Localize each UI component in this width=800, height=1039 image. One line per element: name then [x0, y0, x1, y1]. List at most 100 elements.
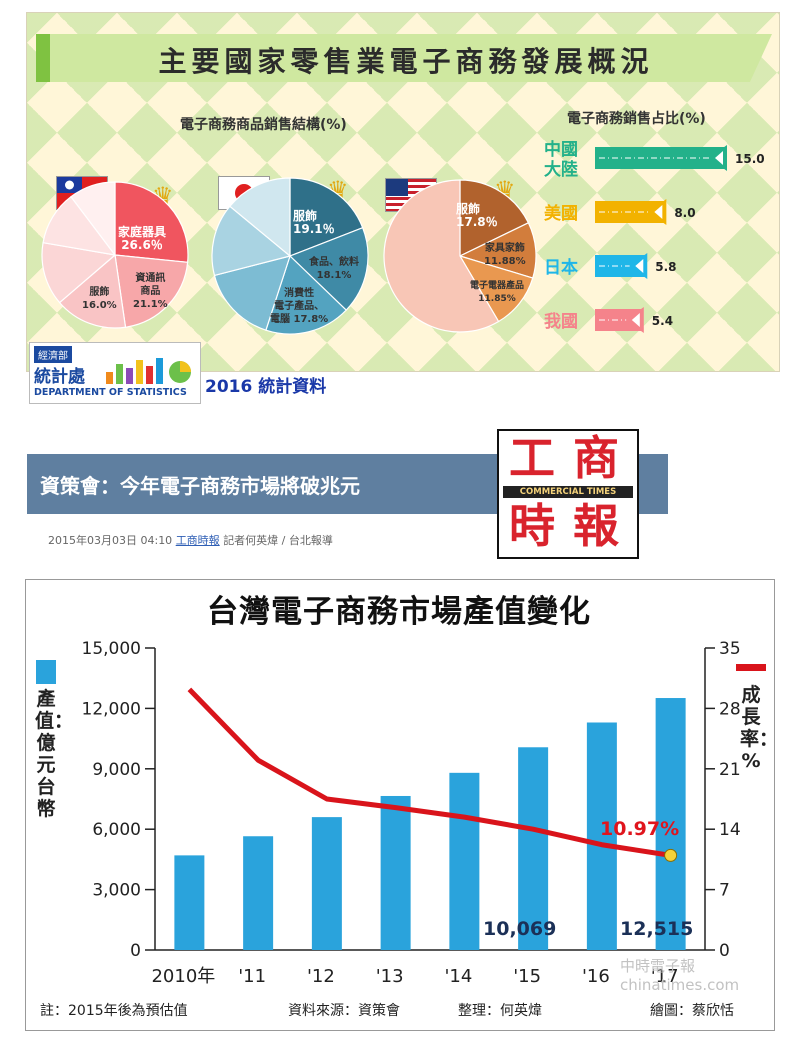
slice-label: 食品、飲料 — [309, 257, 359, 268]
article-source-link[interactable]: 工商時報 — [175, 534, 220, 547]
pie-slice — [265, 254, 348, 335]
pie-label: 食品、飲料 18.1% — [309, 256, 359, 282]
slice-value: 17.8% — [293, 314, 329, 325]
rate-callout: 10.97% — [600, 818, 680, 840]
pie-slice — [229, 177, 291, 258]
pie-slice — [58, 253, 127, 329]
left-tick-label: 3,000 — [92, 881, 141, 901]
share-category-label: 中國 — [544, 140, 578, 160]
slice-value: 26.6％ — [121, 238, 163, 252]
slice-label: 服飾 — [456, 202, 481, 216]
bar — [449, 772, 480, 950]
bar — [518, 747, 549, 950]
article-meta: 2015年03月03日 04:10 工商時報 記者何英煒 / 台北報導 — [48, 532, 333, 548]
slice-label: 資通訊 商品 — [135, 273, 166, 297]
line-end-point — [664, 848, 678, 862]
slice-label: 消費性 電子產品、 電腦 — [270, 288, 325, 325]
logo-char: 商 — [573, 431, 619, 485]
left-tick-label: 6,000 — [92, 820, 141, 840]
logo-char: 報 — [573, 499, 619, 553]
slice-value: 21.1% — [133, 299, 168, 310]
watermark: 中時電子報 chinatimes.com — [620, 957, 740, 994]
chart-note: 註：2015年後為預估值 — [40, 1003, 188, 1019]
stats-logo-icon: 經濟部 統計處 DEPARTMENT OF STATISTICS — [29, 342, 201, 404]
line-legend-swatch — [736, 664, 766, 671]
bar-value-label: 12,515 — [620, 918, 694, 940]
bar — [174, 855, 205, 950]
pie-label: 消費性 電子產品、 電腦 17.8% — [270, 287, 328, 326]
x-tick-label: 2010年 — [151, 966, 215, 987]
share-bar — [595, 255, 646, 277]
left-tick-label: 12,000 — [82, 699, 141, 719]
x-tick-label: '16 — [582, 966, 610, 987]
pie-slice — [114, 181, 189, 263]
pie-label: 服飾 16.0% — [82, 286, 117, 312]
share-category-label: 美國 — [544, 203, 578, 224]
logo-english: COMMERCIAL TIMES — [503, 486, 633, 498]
right-axis-title: 成長率：% — [740, 684, 779, 772]
agency-line1: 經濟部 — [34, 346, 72, 363]
slice-label: 家具家飾 — [484, 243, 525, 254]
slice-label: 服飾 — [293, 209, 318, 223]
infographic-title: 主要國家零售業電子商務發展概況 — [158, 45, 654, 78]
bar — [311, 817, 342, 950]
agency-line2: 統計處 — [34, 367, 85, 387]
pie-label: 家具家飾 11.88% — [484, 242, 526, 268]
left-tick-label: 9,000 — [92, 760, 141, 780]
left-tick-label: 0 — [130, 941, 141, 961]
stats-year-label: 2016 統計資料 — [205, 377, 327, 397]
logo-char: 時 — [509, 499, 555, 553]
title-banner — [36, 34, 772, 82]
pie-label: 資通訊 商品 21.1% — [133, 272, 168, 311]
pie-slice — [211, 205, 292, 277]
chart-title: 台灣電子商務市場產值變化 — [207, 594, 591, 630]
slice-value: 11.85% — [478, 294, 516, 304]
pie-label: 服飾 19.1％ — [293, 210, 335, 236]
commercial-times-logo: 工 商 COMMERCIAL TIMES 時 報 — [497, 429, 639, 559]
pie-slice — [289, 177, 364, 257]
pie-label: 服飾 17.8％ — [456, 203, 498, 229]
stats-chart-icon — [106, 358, 191, 384]
pie-chart-usa — [383, 179, 537, 333]
x-tick-label: '12 — [307, 966, 335, 987]
right-tick-label: 7 — [719, 881, 730, 901]
share-value-label: 15.0 — [735, 152, 765, 166]
right-tick-label: 14 — [719, 820, 741, 840]
pie-slice — [288, 226, 369, 311]
chart-compiled: 整理：何英煒 — [458, 1003, 542, 1019]
x-tick-label: '14 — [444, 966, 472, 987]
pie-slice — [41, 241, 117, 304]
share-heading: 電子商務銷售占比(%) — [567, 111, 706, 127]
right-tick-label: 0 — [719, 941, 730, 961]
slice-label: 電子電器產品 — [470, 281, 525, 291]
slice-value: 11.88% — [484, 256, 526, 267]
share-category-label: 我國 — [544, 312, 578, 332]
slice-value: 16.0% — [82, 300, 117, 311]
share-bar — [595, 309, 642, 331]
market-value-chart: 0 3,000 6,000 9,000 12,000 15,000 0 7 14 21 28 35 20… — [82, 639, 741, 987]
bar — [586, 722, 617, 950]
pie-slice — [114, 254, 189, 328]
x-tick-label: '17 — [651, 966, 679, 987]
bar — [243, 836, 274, 950]
slice-value: 19.1％ — [293, 222, 335, 236]
bar — [655, 698, 686, 950]
article-date: 2015年03月03日 04:10 — [48, 534, 173, 547]
pie-label: 家庭器具 26.6％ — [118, 226, 166, 252]
slice-label: 家庭器具 — [118, 225, 167, 239]
right-tick-label: 21 — [719, 760, 741, 780]
slice-label: 服飾 — [89, 287, 110, 298]
pie-slice — [70, 181, 116, 257]
share-arrow-inner — [654, 205, 663, 219]
agency-english: DEPARTMENT OF STATISTICS — [34, 387, 187, 398]
share-category-label: 大陸 — [544, 159, 578, 180]
pie-chart-taiwan — [41, 181, 189, 329]
x-tick-label: '11 — [238, 966, 266, 987]
share-arrow-inner — [715, 151, 723, 165]
pie-heading: 電子商務商品銷售結構(%) — [180, 117, 347, 133]
article-headline[interactable]: 資策會：今年電子商務市場將破兆元 — [40, 474, 360, 498]
share-value-label: 5.4 — [652, 314, 673, 328]
bar — [380, 795, 411, 950]
x-tick-label: '15 — [513, 966, 541, 987]
